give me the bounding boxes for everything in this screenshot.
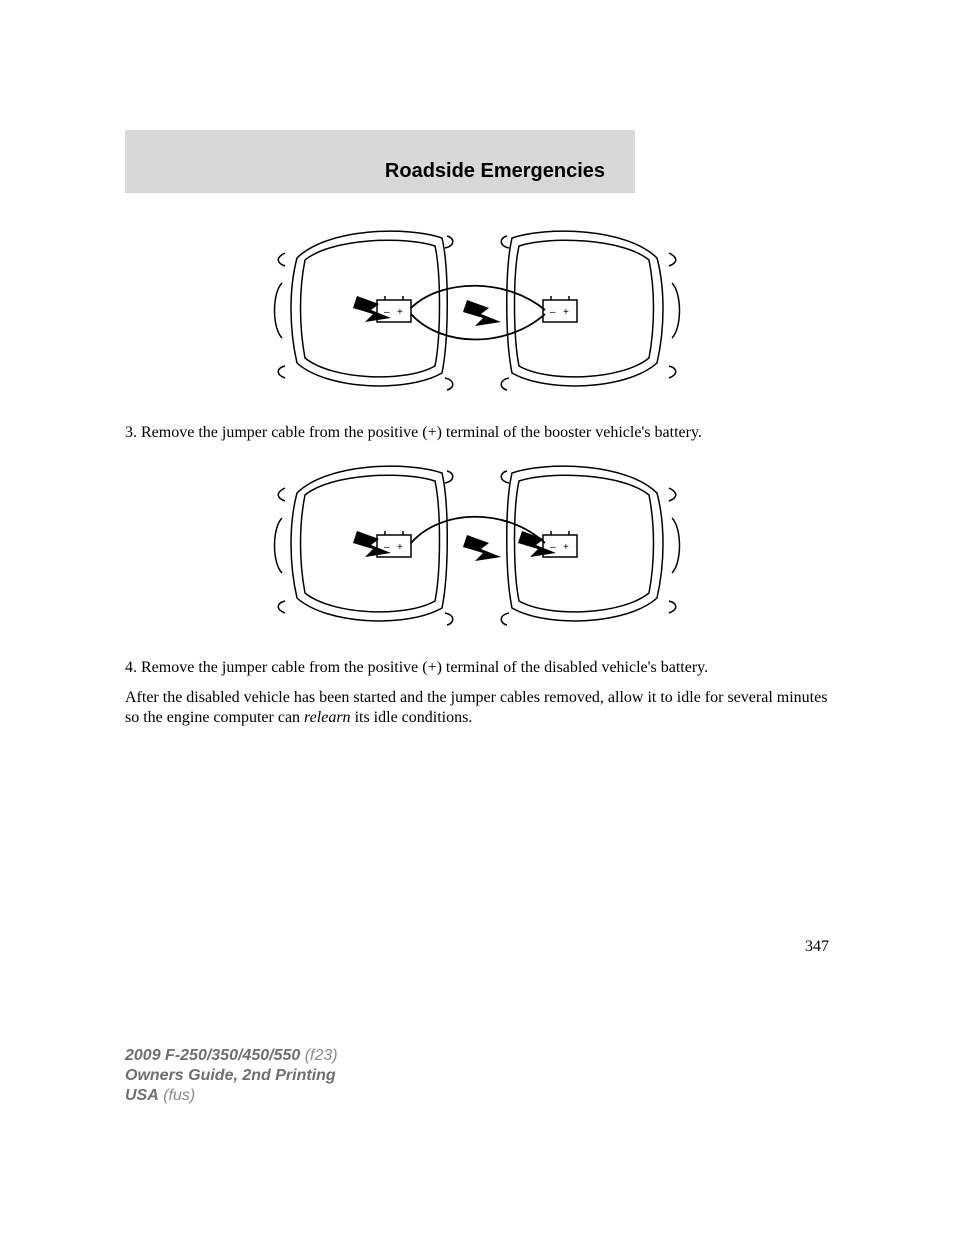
battery-neg-1: – <box>384 307 390 318</box>
section-title: Roadside Emergencies <box>155 160 605 183</box>
diagram-svg-2: – + – + <box>267 453 687 643</box>
battery-pos-2: + <box>563 307 569 318</box>
battery-pos-3: + <box>397 542 403 553</box>
diagram-svg-1: – + – + <box>267 218 687 408</box>
footer-line-3: USA (fus) <box>125 1086 829 1106</box>
battery-neg-3: – <box>384 542 390 553</box>
footer-model: 2009 F-250/350/450/550 <box>125 1047 300 1064</box>
after-tail: its idle conditions. <box>351 709 473 726</box>
battery-neg-4: – <box>550 542 556 553</box>
battery-pos-1: + <box>397 307 403 318</box>
footer-line-2: Owners Guide, 2nd Printing <box>125 1066 829 1086</box>
jumper-diagram-1: – + – + <box>125 218 829 408</box>
battery-neg-2: – <box>550 307 556 318</box>
footer-code-2: (fus) <box>159 1087 195 1104</box>
after-text: After the disabled vehicle has been star… <box>125 688 829 728</box>
footer-region: USA <box>125 1087 159 1104</box>
battery-pos-4: + <box>563 542 569 553</box>
step-4-text: 4. Remove the jumper cable from the posi… <box>125 658 829 678</box>
section-header: Roadside Emergencies <box>125 130 635 193</box>
after-emph: relearn <box>304 709 351 726</box>
footer-line-1: 2009 F-250/350/450/550 (f23) <box>125 1046 829 1066</box>
page-number: 347 <box>125 938 829 956</box>
step-3-text: 3. Remove the jumper cable from the posi… <box>125 423 829 443</box>
footer-code-1: (f23) <box>300 1047 337 1064</box>
jumper-diagram-2: – + – + <box>125 453 829 643</box>
after-intro: After the disabled vehicle has been star… <box>125 689 827 726</box>
footer-block: 2009 F-250/350/450/550 (f23) Owners Guid… <box>125 1046 829 1106</box>
